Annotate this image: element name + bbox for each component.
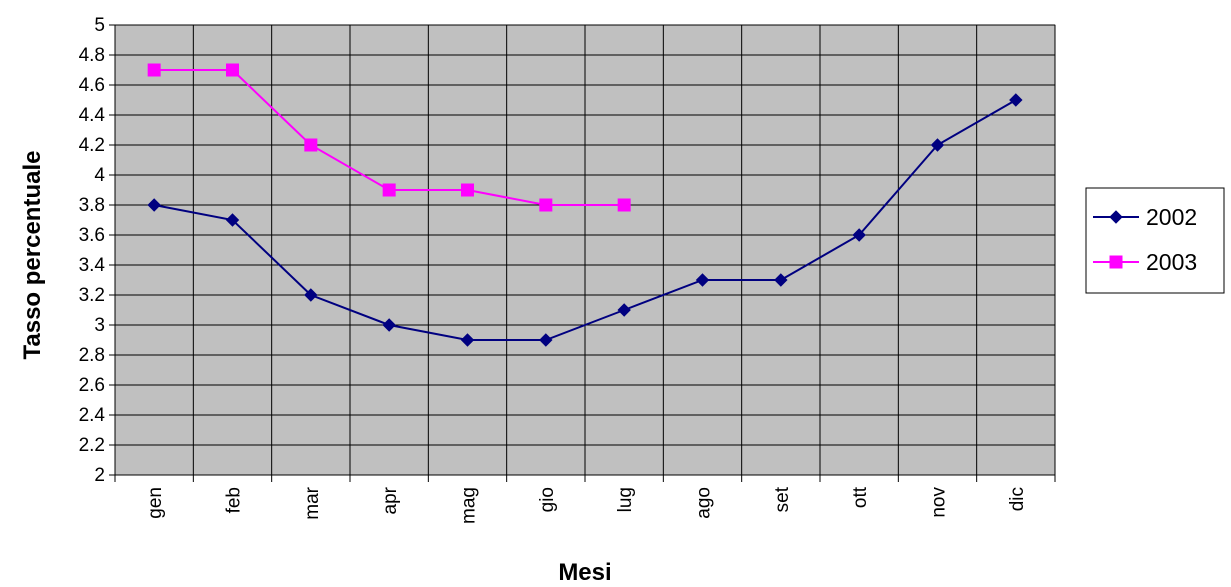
x-tick-label-dic: dic — [1007, 487, 1028, 511]
legend-marker-2003 — [1109, 255, 1123, 269]
x-tick-label-feb: feb — [224, 487, 245, 513]
data-point-2003-mar — [304, 138, 318, 152]
data-point-2003-apr — [382, 183, 396, 197]
data-point-2002-mar — [304, 288, 318, 302]
y-tick-label: 4 — [94, 165, 105, 186]
data-point-2002-apr — [382, 318, 396, 332]
y-tick-label: 3.4 — [79, 255, 106, 276]
x-axis-title: Mesi — [558, 559, 611, 586]
x-tick-label-nov: nov — [929, 487, 950, 518]
y-axis-title: Tasso percentuale — [19, 151, 46, 360]
x-tick-label-gio: gio — [537, 487, 558, 512]
y-tick-label: 3.8 — [79, 195, 105, 216]
x-tick-label-ago: ago — [694, 487, 715, 519]
x-tick-label-lug: lug — [615, 487, 636, 512]
series-2003 — [147, 63, 631, 212]
x-tick-label-set: set — [772, 486, 793, 512]
data-point-2002-mag — [460, 333, 475, 347]
data-point-2003-feb — [226, 63, 239, 77]
data-point-2002-gen — [147, 198, 161, 212]
data-point-2003-lug — [617, 198, 631, 212]
y-tick-label: 2.6 — [79, 375, 105, 396]
data-point-2003-gen — [147, 63, 161, 77]
y-tick-label: 4.2 — [79, 135, 105, 156]
data-point-2002-ago — [695, 273, 710, 287]
series-line-2002 — [153, 99, 1017, 341]
legend-label-2002: 2002 — [1146, 204, 1197, 230]
legend-label-2003: 2003 — [1146, 249, 1197, 275]
y-tick-label: 3.2 — [79, 285, 105, 306]
y-tick-label: 5 — [94, 15, 105, 36]
y-tick-label: 4.8 — [79, 45, 105, 66]
legend-marker-2002 — [1109, 210, 1123, 224]
y-tick-label: 2.2 — [79, 435, 105, 456]
data-point-2002-feb — [225, 213, 240, 227]
data-point-2002-lug — [617, 303, 631, 317]
data-point-2002-dic — [1009, 93, 1023, 107]
legend: 2002 2003 — [1085, 187, 1225, 294]
data-point-2002-ott — [852, 228, 866, 242]
series-2002 — [147, 93, 1023, 347]
y-tick-label: 2.8 — [79, 345, 105, 366]
y-tick-label: 4.4 — [79, 105, 106, 126]
x-tick-label-mag: mag — [459, 487, 480, 524]
data-point-2002-nov — [930, 138, 945, 152]
legend-box — [1085, 187, 1225, 294]
y-tick-label: 2.4 — [79, 405, 106, 426]
data-point-2003-mag — [461, 183, 474, 197]
data-point-2003-gio — [539, 198, 553, 212]
y-tick-label: 3.6 — [79, 225, 105, 246]
x-tick-label-ott: ott — [850, 486, 871, 508]
x-tick-label-apr: apr — [380, 486, 401, 514]
y-tick-label: 2 — [94, 465, 105, 486]
x-tick-label-mar: mar — [302, 486, 323, 519]
data-point-2002-set — [774, 273, 788, 287]
data-point-2002-gio — [539, 333, 553, 347]
y-tick-label: 4.6 — [79, 75, 105, 96]
y-tick-label: 3 — [94, 315, 105, 336]
x-tick-label-gen: gen — [145, 487, 166, 519]
